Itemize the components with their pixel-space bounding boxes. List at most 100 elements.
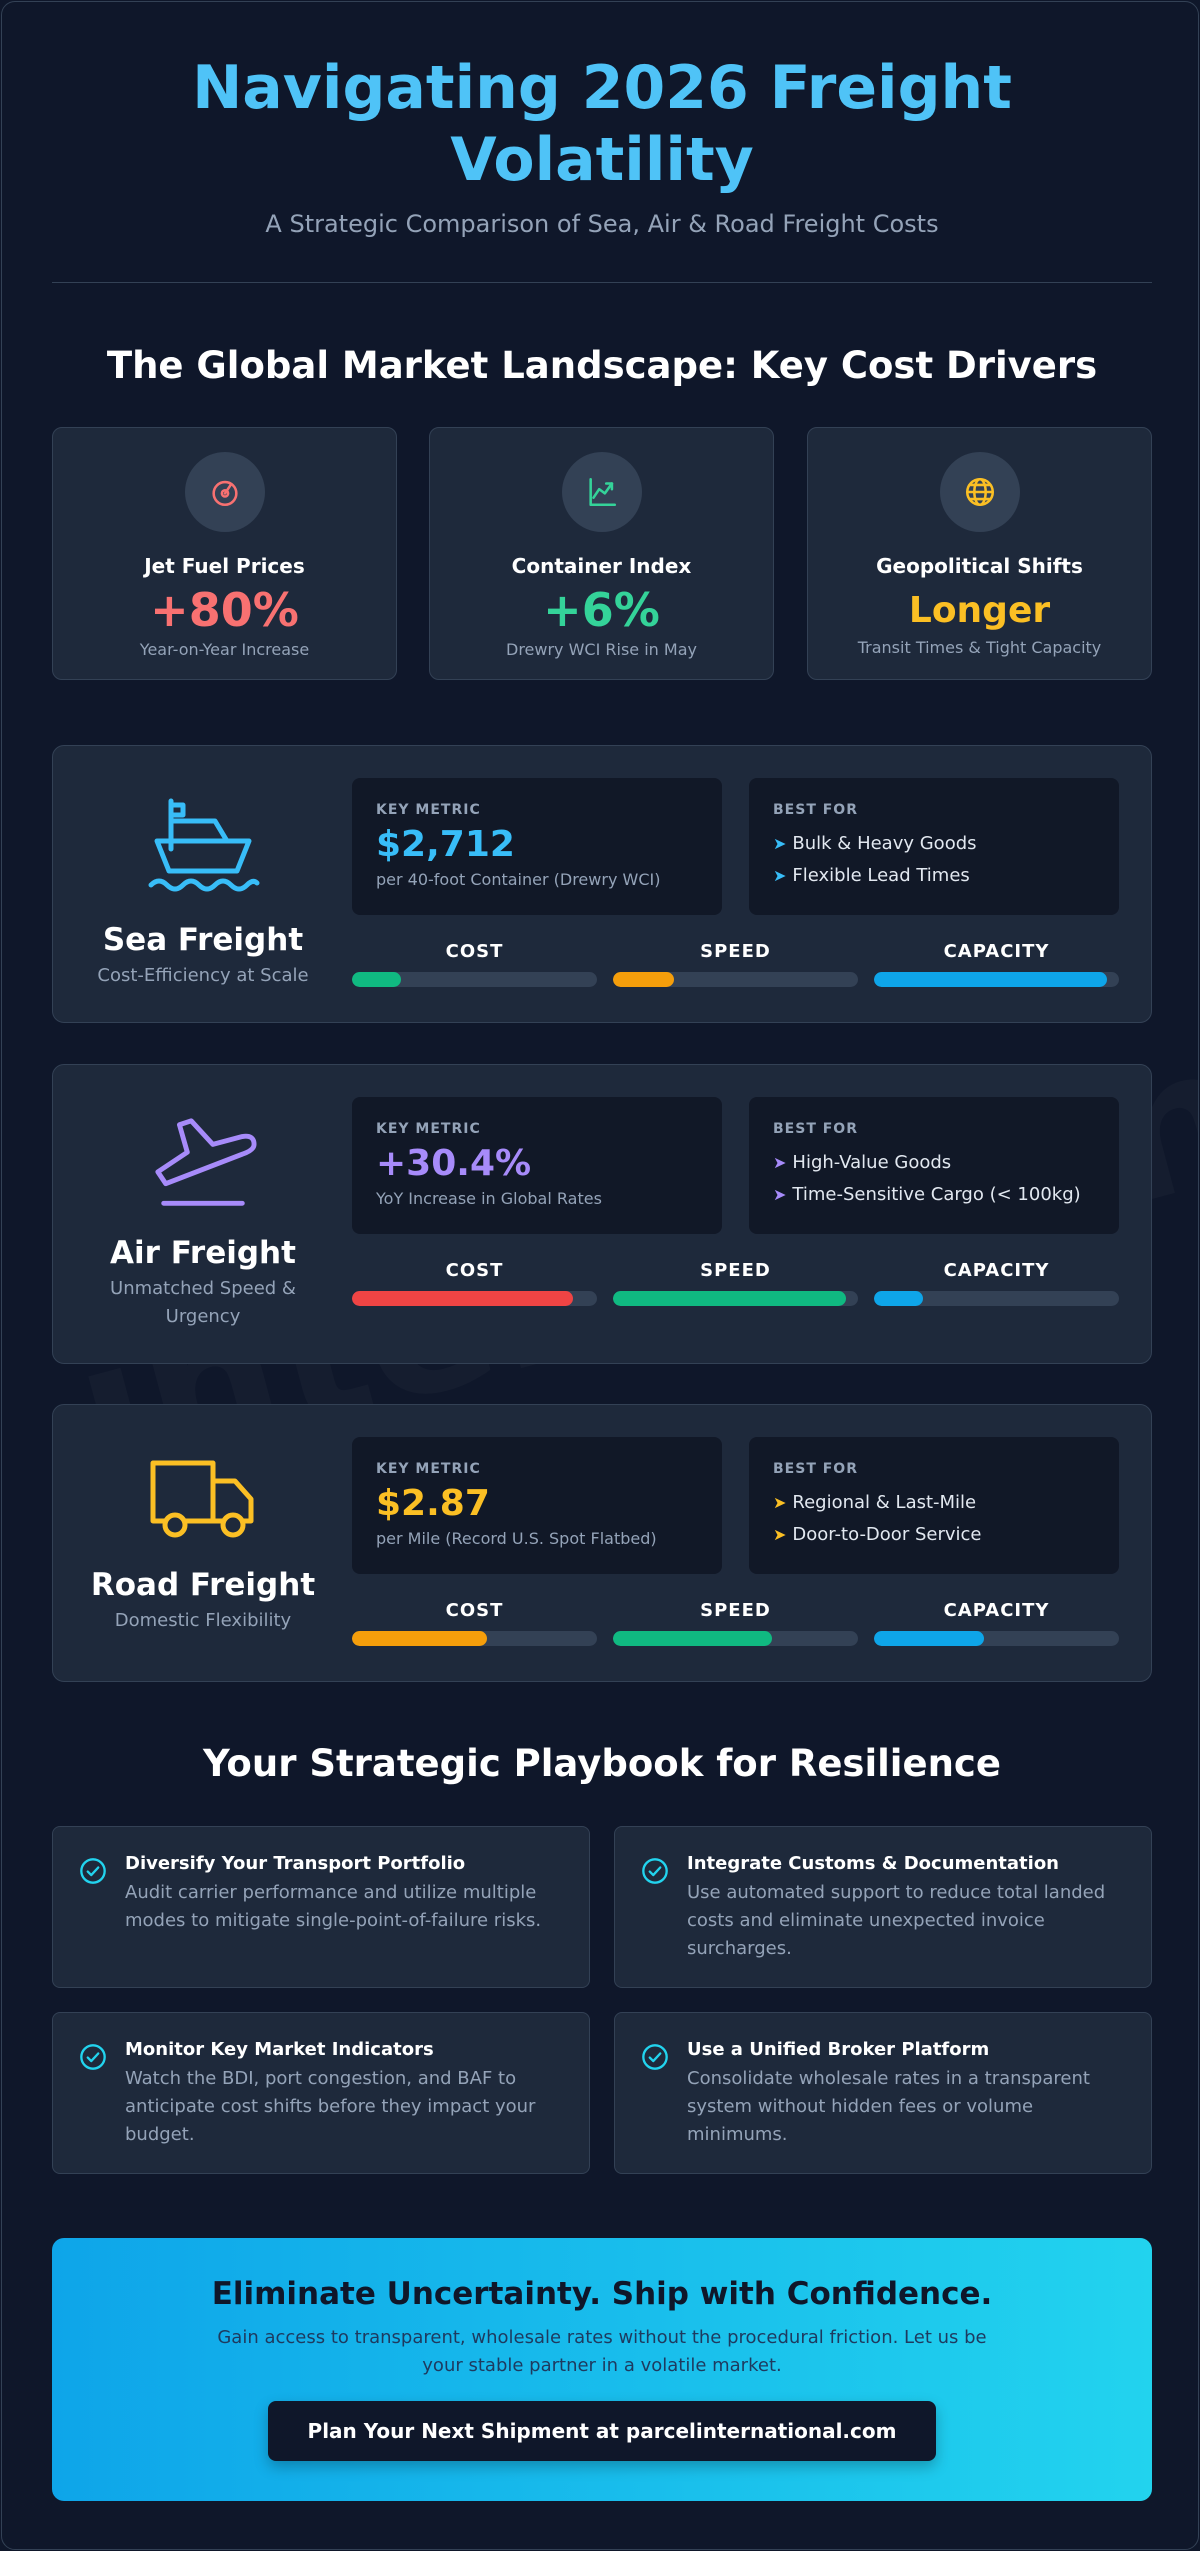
bar-label: COST [445, 1260, 504, 1281]
bar-fill [613, 1631, 773, 1646]
plan-shipment-button[interactable]: Plan Your Next Shipment at parcelinterna… [268, 2401, 936, 2461]
arrow-icon: ➤ [773, 834, 787, 853]
bar-track [613, 1291, 858, 1306]
arrow-icon: ➤ [773, 1525, 787, 1544]
cta-banner: Eliminate Uncertainty. Ship with Confide… [52, 2238, 1152, 2501]
bar-cost: COST [352, 1600, 597, 1646]
playbook-item-text: Use automated support to reduce total la… [687, 1882, 1106, 1959]
check-circle-icon [642, 2044, 668, 2070]
playbook-card: Monitor Key Market Indicators Watch the … [52, 2012, 590, 2174]
key-metric-value: $2.87 [376, 1483, 490, 1524]
bar-label: SPEED [700, 1600, 771, 1621]
stat-subtext: Drewry WCI Rise in May [506, 640, 697, 659]
playbook-section-title: Your Strategic Playbook for Resilience [203, 1742, 1001, 1785]
key-metric-subtext: per 40-foot Container (Drewry WCI) [376, 870, 661, 889]
mode-identity: Air Freight Unmatched Speed & Urgency [73, 1111, 333, 1331]
key-metric-label: KEY METRIC [376, 802, 481, 818]
key-metric-subtext: per Mile (Record U.S. Spot Flatbed) [376, 1529, 657, 1548]
mode-name: Sea Freight [102, 922, 304, 958]
playbook-item-title: Monitor Key Market Indicators [125, 2039, 434, 2060]
bar-track [352, 1291, 597, 1306]
bar-track [874, 1291, 1119, 1306]
key-metric-value: +30.4% [376, 1143, 532, 1184]
best-for-label: BEST FOR [773, 802, 858, 818]
list-item: ➤ Regional & Last-Mile [773, 1492, 977, 1513]
stat-value: +80% [150, 583, 299, 637]
stat-label: Geopolitical Shifts [876, 554, 1083, 578]
cta-text: Gain access to transparent, wholesale ra… [217, 2327, 987, 2376]
stat-value: Longer [908, 590, 1051, 631]
stat-card-jet-fuel: Jet Fuel Prices +80% Year-on-Year Increa… [52, 427, 397, 680]
playbook-card: Integrate Customs & Documentation Use au… [614, 1826, 1152, 1988]
playbook-item-title: Integrate Customs & Documentation [687, 1853, 1059, 1874]
fuel-gauge-icon [184, 452, 265, 532]
bar-capacity: CAPACITY [874, 1600, 1119, 1646]
globe-icon [939, 452, 1020, 532]
bar-speed: SPEED [613, 1600, 858, 1646]
bar-fill [613, 972, 675, 987]
bar-track [352, 1631, 597, 1646]
key-metric-box: KEY METRIC $2.87 per Mile (Record U.S. S… [352, 1437, 722, 1574]
bar-fill [352, 972, 401, 987]
playbook-card: Diversify Your Transport Portfolio Audit… [52, 1826, 590, 1988]
airplane-icon [155, 1118, 257, 1206]
key-metric-label: KEY METRIC [376, 1461, 481, 1477]
list-item: ➤ Time-Sensitive Cargo (< 100kg) [773, 1184, 1081, 1205]
mode-tagline: Cost-Efficiency at Scale [97, 965, 309, 986]
stat-subtext: Transit Times & Tight Capacity [857, 638, 1102, 657]
stat-card-container-index: Container Index +6% Drewry WCI Rise in M… [429, 427, 774, 680]
truck-icon [150, 1460, 254, 1538]
best-for-box: BEST FOR ➤ Bulk & Heavy Goods ➤ Flexible L… [749, 778, 1119, 915]
stat-label: Jet Fuel Prices [144, 554, 305, 578]
ship-icon [148, 798, 260, 892]
playbook-item-title: Use a Unified Broker Platform [687, 2039, 990, 2060]
bar-track [874, 972, 1119, 987]
key-metric-value: $2,712 [376, 824, 515, 865]
list-item: ➤ Door-to-Door Service [773, 1524, 982, 1545]
stat-card-geopolitical: Geopolitical Shifts Longer Transit Times… [807, 427, 1152, 680]
key-metric-label: KEY METRIC [376, 1121, 481, 1137]
bar-label: CAPACITY [943, 941, 1050, 962]
page-header: Navigating 2026 Freight Volatility A Str… [52, 52, 1152, 238]
bar-fill [613, 1291, 846, 1306]
mode-tagline: Unmatched Speed & Urgency [110, 1278, 296, 1327]
arrow-icon: ➤ [773, 1153, 787, 1172]
mode-card-sea: Sea Freight Cost-Efficiency at Scale KEY… [52, 745, 1152, 1023]
stat-subtext: Year-on-Year Increase [139, 640, 310, 659]
list-item: ➤ Flexible Lead Times [773, 865, 970, 886]
bar-fill [874, 1631, 985, 1646]
mode-identity: Road Freight Domestic Flexibility [73, 1451, 333, 1635]
best-for-box: BEST FOR ➤ Regional & Last-Mile ➤ Door-to-… [749, 1437, 1119, 1574]
arrow-icon: ➤ [773, 1185, 787, 1204]
bar-label: COST [445, 1600, 504, 1621]
mode-card-air: Air Freight Unmatched Speed & Urgency KE… [52, 1064, 1152, 1364]
playbook-card: Use a Unified Broker Platform Consolidat… [614, 2012, 1152, 2174]
mode-name: Road Freight [90, 1567, 316, 1603]
bar-label: SPEED [700, 1260, 771, 1281]
mode-identity: Sea Freight Cost-Efficiency at Scale [73, 786, 333, 990]
bar-fill [352, 1291, 573, 1306]
key-metric-box: KEY METRIC $2,712 per 40-foot Container … [352, 778, 722, 915]
arrow-icon: ➤ [773, 866, 787, 885]
playbook-item-text: Watch the BDI, port congestion, and BAF … [125, 2068, 536, 2145]
key-metric-box: KEY METRIC +30.4% YoY Increase in Global… [352, 1097, 722, 1234]
check-circle-icon [80, 1858, 106, 1884]
stat-label: Container Index [511, 554, 692, 578]
playbook-item-text: Audit carrier performance and utilize mu… [125, 1882, 542, 1931]
bar-speed: SPEED [613, 1260, 858, 1306]
bar-fill [874, 972, 1107, 987]
bar-capacity: CAPACITY [874, 941, 1119, 987]
bar-fill [874, 1291, 923, 1306]
bar-capacity: CAPACITY [874, 1260, 1119, 1306]
bar-track [613, 1631, 858, 1646]
header-divider [52, 282, 1152, 283]
list-item: ➤ Bulk & Heavy Goods [773, 833, 977, 854]
check-circle-icon [642, 1858, 668, 1884]
arrow-icon: ➤ [773, 1493, 787, 1512]
bar-label: CAPACITY [943, 1260, 1050, 1281]
bar-track [874, 1631, 1119, 1646]
bar-speed: SPEED [613, 941, 858, 987]
mode-card-road: Road Freight Domestic Flexibility KEY ME… [52, 1404, 1152, 1682]
check-circle-icon [80, 2044, 106, 2070]
